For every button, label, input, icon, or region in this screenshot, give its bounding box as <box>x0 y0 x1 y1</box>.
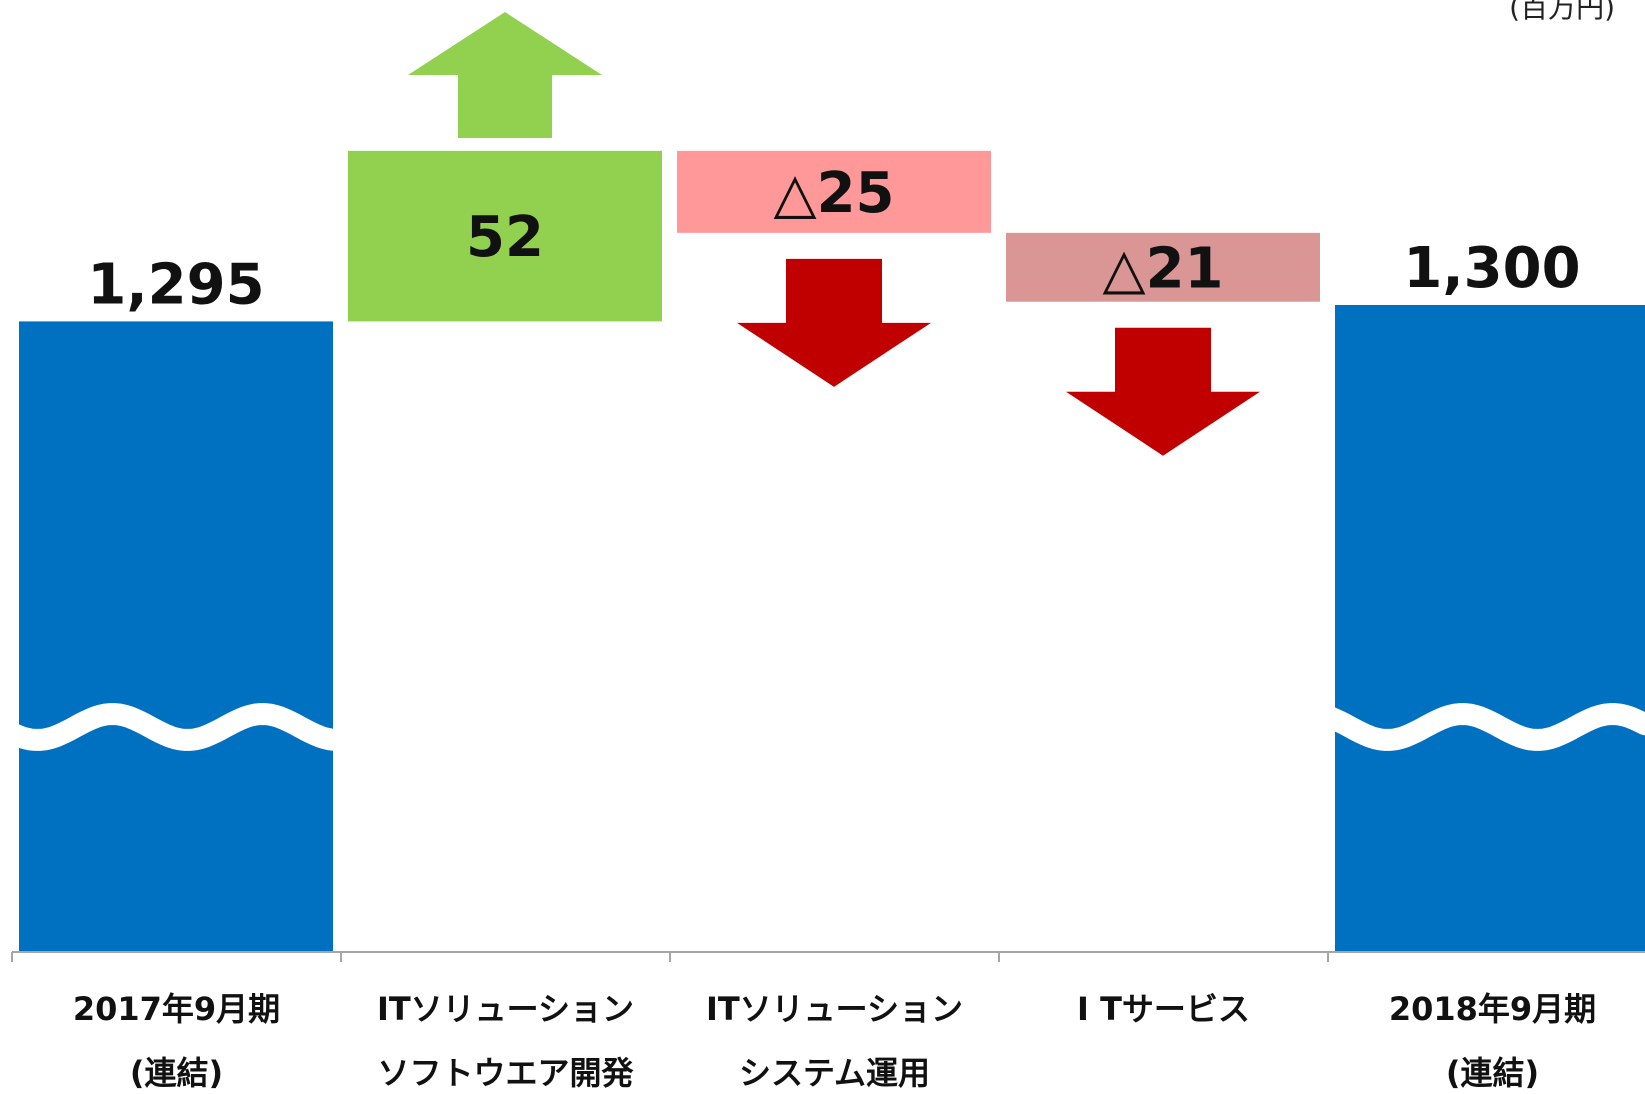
down-arrow-icon <box>1066 328 1260 456</box>
category-label-1-line-2: (連結) <box>130 1054 223 1092</box>
value-label-2: 52 <box>466 205 544 270</box>
value-label-4: △21 <box>1103 236 1224 301</box>
category-label-3-line-2: システム運用 <box>739 1054 930 1092</box>
category-label-1-line-1: 2017年9月期 <box>73 990 280 1028</box>
x-axis <box>12 952 1645 962</box>
category-labels: 2017年9月期(連結)ITソリューションソフトウエア開発ITソリューションシス… <box>73 990 1596 1092</box>
value-label-3: △25 <box>774 161 895 226</box>
bar-1 <box>19 321 333 952</box>
value-label-1: 1,295 <box>87 252 264 317</box>
value-label-5: 1,300 <box>1403 236 1580 301</box>
category-label-2-line-2: ソフトウエア開発 <box>377 1054 634 1092</box>
category-label-5-line-1: 2018年9月期 <box>1389 990 1596 1028</box>
category-label-2-line-1: ITソリューション <box>377 990 634 1028</box>
up-arrow-icon <box>408 12 602 138</box>
category-label-4-line-1: I Tサービス <box>1077 990 1250 1028</box>
down-arrow-icon <box>737 259 931 387</box>
category-label-5-line-2: (連結) <box>1446 1054 1539 1092</box>
bar-5 <box>1335 305 1645 952</box>
category-label-3-line-1: ITソリューション <box>706 990 963 1028</box>
